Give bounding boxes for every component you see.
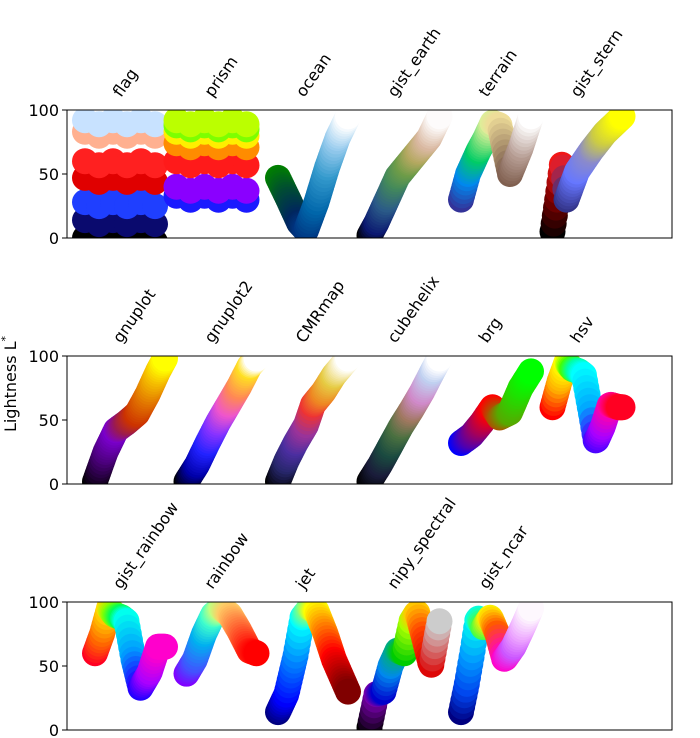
series-jet <box>265 602 361 726</box>
colormap-label-gist_rainbow: gist_rainbow <box>109 498 183 592</box>
series-CMRmap <box>265 356 361 484</box>
point-rainbow-60 <box>243 640 270 667</box>
colormap-label-flag: flag <box>109 65 142 101</box>
colormap-label-CMRmap: CMRmap <box>292 277 349 347</box>
point-jet-60 <box>335 678 361 705</box>
series-rainbow <box>173 602 270 687</box>
panel-3: 0 50 100 gist_rainbow rainbow jet nipy_spectra… <box>28 494 673 738</box>
y-tick-label: 0 <box>49 229 59 248</box>
point-gist_ncar-60 <box>518 602 544 622</box>
point-hsv-60 <box>609 394 636 421</box>
colormap-label-hsv: hsv <box>566 312 598 346</box>
colormap-label-terrain: terrain <box>475 46 521 101</box>
series-gist_rainbow <box>82 602 178 701</box>
y-axis-title: Lightness L* <box>0 335 20 432</box>
y-tick-label: 100 <box>28 347 59 366</box>
point-gnuplot-60 <box>152 356 178 372</box>
colormap-label-jet: jet <box>291 565 319 594</box>
series-nipy_spectral <box>356 602 453 730</box>
point-prism-1-5 <box>233 177 260 204</box>
series-gnuplot2 <box>173 356 270 484</box>
series-gist_ncar <box>448 602 544 726</box>
point-flag-4-5 <box>142 152 168 179</box>
y-tick-label: 100 <box>28 101 59 120</box>
colormap-label-gist_ncar: gist_ncar <box>475 522 533 593</box>
y-tick-label: 50 <box>39 411 59 430</box>
panel-1: 0 50 100 flag prism ocean gist_earth terrain gis… <box>28 24 673 248</box>
panel-2-marks <box>82 356 636 484</box>
y-tick-label: 50 <box>39 165 59 184</box>
point-gist_stern-60 <box>609 110 636 130</box>
series-cubehelix <box>356 356 453 484</box>
series-gnuplot <box>82 356 178 484</box>
colormap-label-gist_stern: gist_stern <box>566 25 627 100</box>
panel-1-marks <box>72 110 636 238</box>
point-CMRmap-60 <box>335 356 361 372</box>
y-tick-label: 50 <box>39 657 59 676</box>
plot-layer: 0 50 100 flag prism ocean gist_earth terrain gis… <box>0 24 673 738</box>
series-gist_earth <box>356 110 453 238</box>
point-gist_earth-60 <box>426 110 453 130</box>
point-nipy_spectral-60 <box>426 608 453 635</box>
colormap-label-prism: prism <box>200 52 241 100</box>
colormap-label-ocean: ocean <box>292 50 335 101</box>
colormap-label-brg: brg <box>475 314 506 347</box>
series-prism <box>163 110 260 213</box>
point-prism-6-5 <box>233 111 260 138</box>
colormap-label-rainbow: rainbow <box>200 529 252 592</box>
colormap-label-nipy_spectral: nipy_spectral <box>383 494 460 593</box>
y-tick-label: 100 <box>28 593 59 612</box>
series-gist_stern <box>539 110 636 238</box>
series-terrain <box>448 110 544 213</box>
colormap-label-gnuplot2: gnuplot2 <box>200 277 256 346</box>
point-flag-2-5 <box>142 193 168 220</box>
point-terrain-60 <box>518 110 544 130</box>
point-cubehelix-60 <box>426 356 453 372</box>
series-flag <box>72 110 168 238</box>
panel-2: 0 50 100 gnuplot gnuplot2 CMRmap cubehelix brg h… <box>28 272 673 494</box>
point-flag-6-5 <box>142 111 168 138</box>
colormap-label-gnuplot: gnuplot <box>109 285 160 346</box>
series-ocean <box>265 110 361 238</box>
panel-3-marks <box>82 602 544 730</box>
point-prism-2-5 <box>233 152 260 179</box>
point-brg-60 <box>518 358 544 385</box>
colormap-label-cubehelix: cubehelix <box>383 272 443 346</box>
y-tick-label: 0 <box>49 475 59 494</box>
point-gnuplot2-60 <box>243 356 270 372</box>
point-flag-1-5 <box>142 211 168 238</box>
series-hsv <box>539 356 636 454</box>
point-gist_rainbow-60 <box>152 633 178 660</box>
series-brg <box>448 358 544 457</box>
point-ocean-60 <box>335 110 361 130</box>
colormap-label-gist_earth: gist_earth <box>383 24 445 101</box>
y-tick-label: 0 <box>49 721 59 738</box>
